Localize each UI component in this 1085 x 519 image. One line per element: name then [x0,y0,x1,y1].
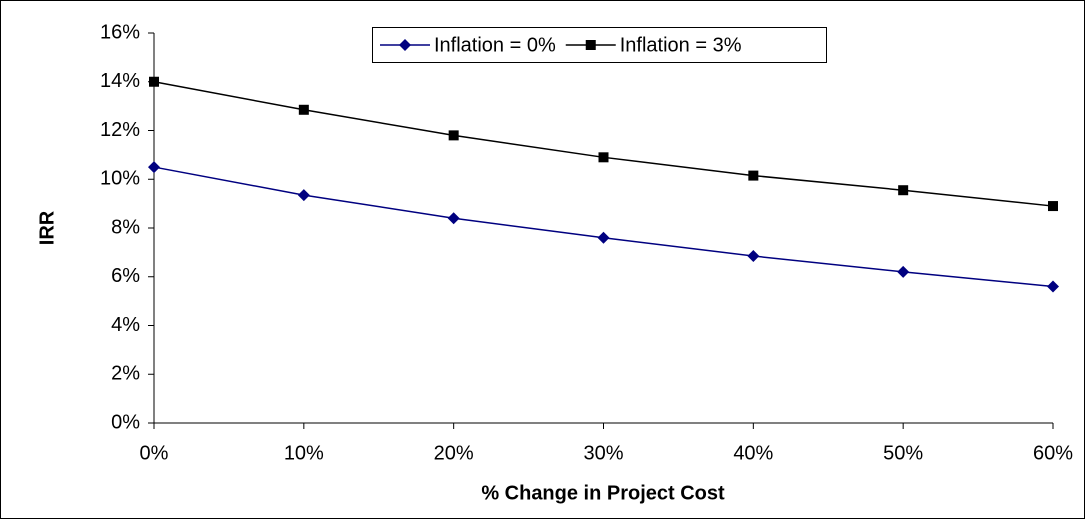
y-tick-label: 2% [111,363,140,385]
marker [297,189,310,202]
y-tick-label: 4% [111,314,140,336]
x-tick-label: 10% [284,442,324,464]
legend-label: Inflation = 3% [620,34,742,56]
marker [598,152,609,163]
marker [898,185,909,196]
marker [1048,201,1058,212]
y-axis-label: IRR [36,210,58,245]
legend-label: Inflation = 0% [434,34,556,56]
y-tick-label: 10% [100,168,140,190]
y-tick-label: 6% [111,265,140,287]
y-tick-label: 14% [100,70,140,92]
x-tick-label: 60% [1033,442,1073,464]
marker [447,212,460,225]
marker [448,130,459,141]
marker [399,39,411,51]
marker [298,104,309,115]
x-tick-label: 0% [140,442,169,464]
marker [149,76,159,87]
marker [897,265,910,278]
marker [597,231,610,244]
x-tick-label: 20% [434,442,474,464]
marker [747,250,760,263]
x-tick-label: 40% [733,442,773,464]
marker [748,170,759,181]
x-axis-label: % Change in Project Cost [481,482,725,504]
y-tick-label: 16% [100,21,140,43]
x-tick-label: 50% [883,442,923,464]
marker [1047,280,1059,293]
marker [148,161,160,174]
x-tick-label: 30% [583,442,623,464]
y-tick-label: 12% [100,119,140,141]
y-tick-label: 8% [111,216,140,238]
y-tick-label: 0% [111,411,140,433]
marker [585,40,596,50]
